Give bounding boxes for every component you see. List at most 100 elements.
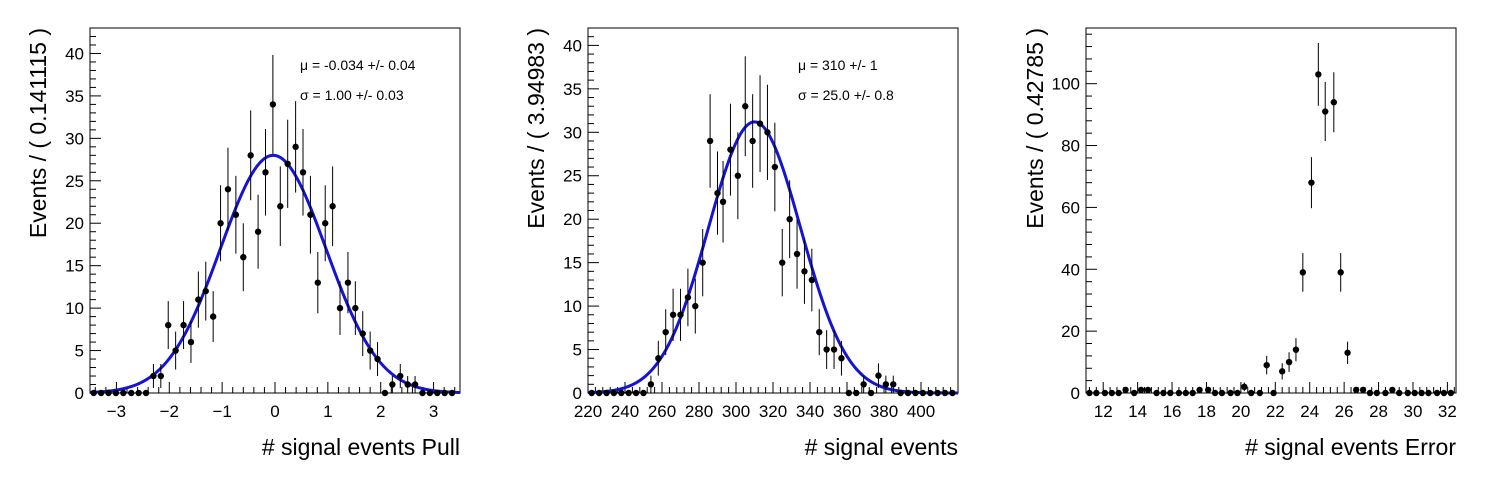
plot-frame: [89, 27, 461, 394]
data-point: [1382, 389, 1389, 397]
y-tick-label: 60: [1061, 198, 1080, 217]
data-point: [411, 381, 419, 388]
data-point: [1108, 389, 1116, 397]
data-point: [120, 389, 127, 397]
data-point: [1411, 389, 1418, 397]
data-point: [838, 355, 845, 362]
data-point: [389, 381, 396, 388]
data-point: [897, 389, 904, 397]
x-tick-label: 28: [1369, 402, 1388, 421]
data-point: [247, 152, 254, 159]
data-point: [786, 215, 793, 223]
x-tick-label: 400: [907, 402, 935, 421]
data-point: [1373, 389, 1381, 397]
data-point: [853, 389, 860, 397]
data-point: [1093, 389, 1100, 397]
fit-curve: [89, 153, 461, 395]
x-tick-label: −2: [160, 402, 179, 421]
x-tick-label: 300: [722, 402, 750, 421]
data-point: [618, 389, 625, 397]
y-tick-label: 35: [563, 80, 582, 99]
data-point: [284, 160, 291, 168]
data-point: [224, 186, 232, 193]
y-tick-label: 25: [563, 167, 582, 186]
x-tick-label: 220: [574, 402, 602, 421]
data-point: [1425, 389, 1432, 397]
x-tick-label: 280: [685, 402, 713, 421]
data-point: [232, 211, 240, 218]
data-point: [97, 389, 105, 397]
data-point: [912, 389, 919, 397]
x-tick-label: 24: [1300, 402, 1319, 421]
chart-panel-2: 220 240 260 280 300 320 340 360 380 400 0 5 10 15 20 25…: [523, 27, 959, 460]
data-point: [719, 198, 727, 206]
x-tick-label: 320: [759, 402, 787, 421]
data-point: [269, 101, 277, 108]
data-point: [1234, 389, 1241, 397]
data-point: [919, 389, 927, 397]
data-point: [448, 389, 456, 397]
y-axis-label: Events / ( 0.141115 ): [25, 28, 51, 238]
fit-curve: [587, 120, 958, 395]
data-point: [816, 328, 823, 336]
data-point: [1122, 386, 1129, 394]
y-tick-label: 25: [65, 172, 84, 191]
x-tick-label: −1: [212, 402, 231, 421]
data-point: [1352, 386, 1360, 394]
data-point: [1389, 386, 1396, 394]
y-tick-label: 35: [65, 87, 84, 106]
data-point: [699, 259, 706, 266]
y-tick-label: 0: [75, 384, 84, 403]
data-point: [336, 304, 344, 312]
data-point: [1189, 389, 1196, 397]
y-axis-label: Events / ( 0.42785 ): [1022, 28, 1048, 229]
x-axis-label: # signal events Pull: [262, 434, 460, 460]
x-axis-label: # signal events Error: [1245, 434, 1456, 460]
data-point: [307, 211, 314, 218]
plot-frame: [587, 27, 959, 394]
data-point: [240, 253, 247, 261]
data-point: [1204, 386, 1212, 394]
data-point: [875, 372, 882, 379]
data-point: [1366, 389, 1374, 397]
data-point: [1153, 389, 1160, 397]
data-point: [941, 389, 949, 397]
data-point: [195, 296, 202, 303]
x-tick-label: 2: [376, 402, 385, 421]
data-point: [1256, 389, 1264, 397]
data-point: [867, 389, 875, 397]
y-tick-label: 5: [75, 342, 84, 361]
x-tick-label: 20: [1231, 402, 1250, 421]
y-tick-label: 0: [1071, 384, 1080, 403]
y-tick-label: 20: [65, 214, 84, 233]
data-point: [322, 220, 329, 227]
x-tick-label: 1: [323, 402, 332, 421]
x-tick-label: 380: [870, 402, 898, 421]
data-point: [180, 321, 187, 329]
data-point: [1270, 389, 1277, 397]
data-point: [128, 389, 135, 397]
data-point: [150, 372, 157, 380]
y-tick-label: 0: [573, 384, 582, 403]
data-point: [105, 389, 112, 397]
data-point: [610, 389, 618, 397]
data-point: [1359, 386, 1367, 394]
data-point: [1278, 368, 1286, 375]
data-point: [706, 137, 714, 145]
x-tick-label: 16: [1163, 402, 1182, 421]
data-point: [684, 294, 692, 301]
x-tick-label: 260: [648, 402, 676, 421]
data-point: [1248, 389, 1255, 397]
data-point: [640, 389, 647, 397]
x-tick-label: 12: [1094, 402, 1113, 421]
data-point: [934, 389, 941, 397]
y-tick-label: 5: [573, 341, 582, 360]
data-point: [314, 279, 322, 286]
x-tick-label: 14: [1128, 402, 1147, 421]
data-point: [1196, 386, 1203, 394]
data-point: [1418, 389, 1425, 397]
data-point: [756, 120, 764, 127]
data-point: [1322, 108, 1329, 115]
data-point: [90, 389, 97, 397]
